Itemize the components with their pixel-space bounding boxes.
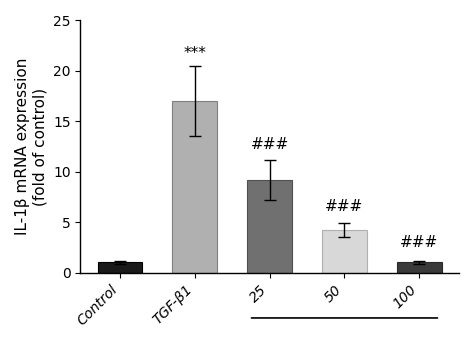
Y-axis label: IL-1β mRNA expression
(fold of control): IL-1β mRNA expression (fold of control) <box>15 58 47 235</box>
Bar <box>322 230 367 273</box>
Bar <box>397 262 442 273</box>
Text: ###: ### <box>400 235 438 250</box>
Bar <box>98 262 142 273</box>
Bar <box>247 180 292 273</box>
Text: ###: ### <box>251 137 289 152</box>
Bar <box>173 101 217 273</box>
Text: ***: *** <box>183 46 206 61</box>
Text: ###: ### <box>325 199 364 214</box>
